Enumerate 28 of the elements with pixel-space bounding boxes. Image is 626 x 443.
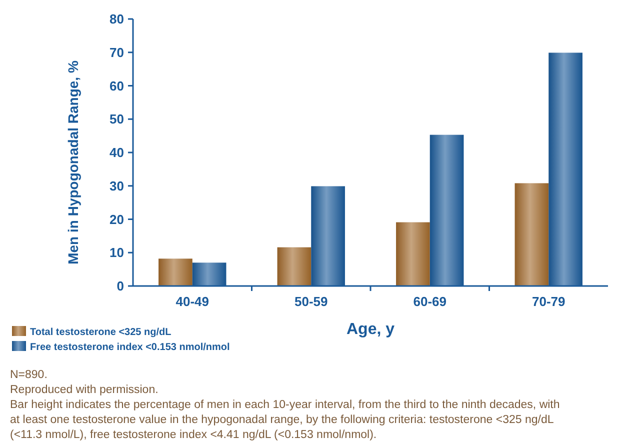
bar bbox=[514, 183, 549, 286]
x-tick-label: 40-49 bbox=[176, 294, 209, 309]
y-axis-title: Men in Hypogonadal Range, % bbox=[65, 60, 81, 264]
y-tick-label: 50 bbox=[110, 112, 124, 127]
y-tick-label: 30 bbox=[110, 178, 124, 194]
legend-label: Free testosterone index <0.153 nmol/nmol bbox=[30, 342, 230, 353]
bar bbox=[396, 222, 430, 286]
bar bbox=[311, 186, 345, 286]
text: Reproduced with permission. bbox=[10, 384, 158, 396]
bar bbox=[430, 134, 464, 286]
bar bbox=[277, 247, 312, 286]
x-tick-label: 50-59 bbox=[294, 294, 328, 309]
y-tick-label: 40 bbox=[110, 145, 124, 160]
y-tick-label: 80 bbox=[110, 12, 124, 27]
legend-label: Total testosterone <325 ng/dL bbox=[30, 327, 172, 338]
text: Bar height indicates the percentage of men in each 10-year interval, from the third to the ninth decades, with at least one testosterone value in the hypogonadal range, by the following criteria: testosterone <325 ng/dL (<11.3 nmol/L), free testosterone index <4.41 ng/dL (<0.153 nmol/nmol). bbox=[10, 399, 560, 441]
bar bbox=[548, 52, 582, 286]
y-tick-label: 70 bbox=[110, 44, 124, 60]
text: N=890. bbox=[10, 369, 48, 381]
x-axis-title: Age, y bbox=[346, 321, 395, 338]
y-tick-label: 0 bbox=[116, 278, 124, 294]
x-tick-label: 70-79 bbox=[532, 294, 566, 309]
y-tick-label: 10 bbox=[110, 245, 124, 260]
bar bbox=[192, 262, 226, 286]
y-tick-label: 20 bbox=[110, 212, 124, 227]
bar bbox=[158, 258, 192, 286]
x-tick-label: 60-69 bbox=[413, 294, 446, 309]
y-tick-label: 60 bbox=[110, 78, 124, 94]
